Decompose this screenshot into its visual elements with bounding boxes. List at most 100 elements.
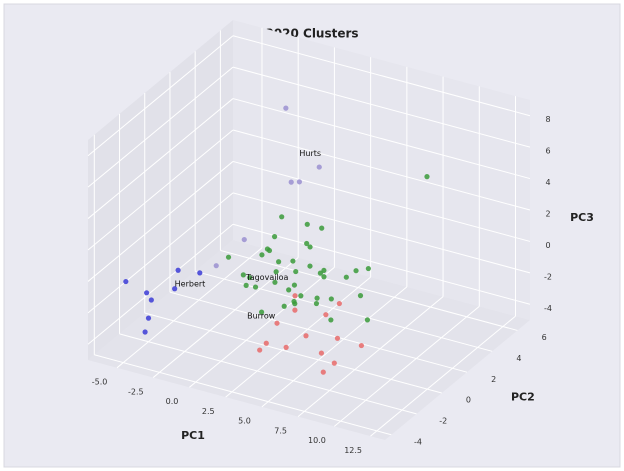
point (291, 282, 298, 288)
point (323, 312, 329, 318)
point (259, 252, 265, 258)
y-tick-label: 2 (491, 375, 496, 384)
x-tick-label: 2.5 (202, 407, 215, 416)
z-grid-line (87, 98, 234, 219)
z-grid-line (232, 160, 531, 242)
point (271, 234, 278, 240)
point (365, 265, 371, 272)
point (292, 301, 298, 307)
point (145, 315, 152, 321)
z-tick-label: -4 (544, 304, 552, 313)
point (286, 287, 292, 293)
point (258, 309, 265, 315)
point (298, 293, 304, 299)
z-tick-label: 0 (545, 241, 550, 250)
z-tick-label: 8 (545, 115, 550, 124)
annotation: Herbert (175, 280, 206, 289)
z-tick-label: 4 (545, 178, 550, 187)
z-tick-label: -2 (544, 272, 552, 281)
point (317, 270, 323, 276)
x-tick-label: 5.0 (238, 417, 251, 426)
x-tick-label: 10.0 (308, 436, 326, 445)
x-grid-line (333, 305, 480, 427)
point (331, 360, 337, 366)
z-grid-line (87, 192, 234, 314)
point (241, 236, 247, 243)
point (197, 270, 203, 276)
point (336, 300, 342, 307)
point (276, 259, 282, 265)
x-grid-line (116, 247, 263, 369)
x-grid-line (297, 296, 444, 417)
z-grid-line (232, 223, 531, 305)
y-tick-label: 6 (542, 333, 547, 342)
point (424, 174, 430, 180)
point (303, 333, 309, 339)
x-axis-title: PC1 (181, 429, 205, 442)
z-grid-line (87, 66, 234, 188)
x-tick-label: 7.5 (274, 426, 287, 435)
point (290, 258, 296, 264)
point (328, 317, 334, 323)
x-grid-line (225, 276, 371, 398)
point (264, 246, 271, 252)
x-grid-line (152, 257, 299, 378)
point (243, 282, 249, 288)
z-axis-title: PC3 (570, 211, 594, 224)
point (172, 286, 178, 292)
point (281, 303, 287, 309)
point (357, 293, 364, 299)
point (272, 279, 278, 285)
point (148, 297, 154, 303)
point (313, 300, 320, 307)
point (307, 263, 313, 269)
y-tick-label: -4 (414, 437, 422, 446)
point (293, 268, 299, 275)
y-tick-label: -2 (439, 417, 447, 426)
y-tick-label: 4 (516, 354, 521, 363)
point (318, 350, 325, 356)
point (273, 269, 279, 275)
y-grid-line (119, 333, 417, 415)
z-grid-line (232, 192, 531, 274)
point (296, 179, 303, 185)
point (240, 272, 246, 278)
point (288, 179, 294, 185)
point (283, 105, 289, 111)
y-tick-label: 0 (466, 396, 471, 405)
point (364, 317, 371, 323)
x-tick-label: -2.5 (128, 387, 144, 396)
annotation: Hurts (299, 149, 321, 158)
floor-pane (88, 240, 530, 440)
point (321, 274, 327, 280)
point (320, 369, 326, 375)
x-grid-line (370, 315, 516, 437)
point (304, 221, 310, 227)
z-grid-line (232, 98, 531, 180)
point (358, 342, 365, 349)
point (343, 274, 349, 280)
point (304, 240, 310, 247)
point (353, 268, 359, 274)
point (144, 290, 150, 296)
point (334, 335, 341, 341)
point (123, 278, 129, 285)
point (279, 214, 285, 220)
point (283, 344, 289, 350)
z-grid-line (232, 66, 531, 148)
point (292, 293, 298, 299)
z-tick-label: 2 (545, 210, 550, 219)
point (225, 254, 232, 260)
point (328, 296, 334, 302)
x-tick-label: 0.0 (166, 397, 179, 406)
point (257, 347, 263, 353)
point (321, 267, 327, 274)
z-grid-line (232, 129, 531, 211)
annotation: Tagovailoa (245, 273, 288, 282)
point (307, 244, 313, 250)
z-grid-line (87, 35, 234, 157)
y-grid-line (169, 291, 468, 373)
z-grid-line (87, 223, 234, 345)
z-grid-line (87, 129, 234, 251)
z-grid-line (87, 161, 234, 282)
